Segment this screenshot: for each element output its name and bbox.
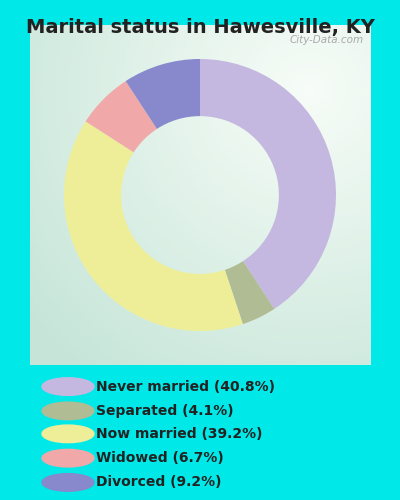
Text: Separated (4.1%): Separated (4.1%) bbox=[96, 404, 234, 418]
Text: Marital status in Hawesville, KY: Marital status in Hawesville, KY bbox=[26, 18, 374, 36]
Wedge shape bbox=[126, 59, 200, 129]
Text: Divorced (9.2%): Divorced (9.2%) bbox=[96, 476, 222, 490]
Wedge shape bbox=[64, 122, 243, 331]
Circle shape bbox=[42, 450, 94, 467]
Text: Now married (39.2%): Now married (39.2%) bbox=[96, 427, 262, 441]
Wedge shape bbox=[225, 261, 274, 324]
Text: Never married (40.8%): Never married (40.8%) bbox=[96, 380, 275, 394]
Circle shape bbox=[42, 474, 94, 491]
Circle shape bbox=[42, 402, 94, 419]
Circle shape bbox=[42, 378, 94, 396]
Wedge shape bbox=[200, 59, 336, 309]
Wedge shape bbox=[86, 81, 157, 152]
Text: City-Data.com: City-Data.com bbox=[289, 35, 363, 45]
Circle shape bbox=[42, 425, 94, 442]
Text: Widowed (6.7%): Widowed (6.7%) bbox=[96, 451, 224, 465]
